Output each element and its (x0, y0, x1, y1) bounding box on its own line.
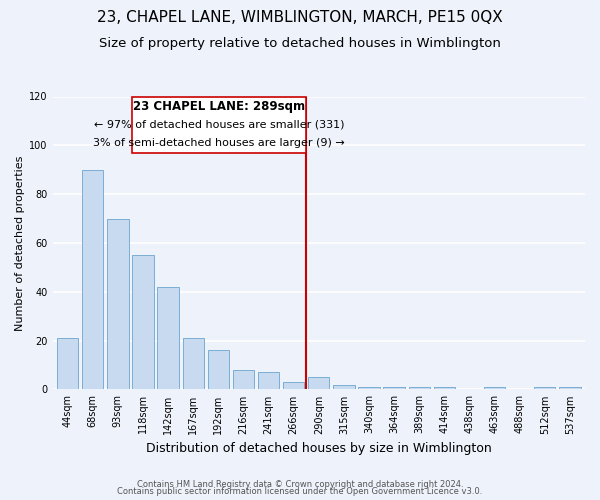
Text: 3% of semi-detached houses are larger (9) →: 3% of semi-detached houses are larger (9… (93, 138, 345, 147)
Bar (107, 218, 128, 390)
X-axis label: Distribution of detached houses by size in Wimblington: Distribution of detached houses by size … (146, 442, 491, 455)
Text: Contains HM Land Registry data © Crown copyright and database right 2024.: Contains HM Land Registry data © Crown c… (137, 480, 463, 489)
Bar (559, 387, 581, 390)
Bar (57, 338, 78, 390)
Text: 23 CHAPEL LANE: 289sqm: 23 CHAPEL LANE: 289sqm (133, 100, 305, 113)
Bar (409, 387, 430, 390)
Bar (308, 377, 329, 390)
FancyBboxPatch shape (131, 96, 306, 152)
Bar (283, 382, 304, 390)
Bar (434, 387, 455, 390)
Text: Contains public sector information licensed under the Open Government Licence v3: Contains public sector information licen… (118, 487, 482, 496)
Bar (358, 387, 380, 390)
Text: ← 97% of detached houses are smaller (331): ← 97% of detached houses are smaller (33… (94, 120, 344, 130)
Bar (157, 287, 179, 390)
Bar (132, 255, 154, 390)
Text: Size of property relative to detached houses in Wimblington: Size of property relative to detached ho… (99, 38, 501, 51)
Bar (484, 387, 505, 390)
Bar (182, 338, 204, 390)
Bar (258, 372, 279, 390)
Bar (534, 387, 556, 390)
Bar (208, 350, 229, 390)
Bar (233, 370, 254, 390)
Bar (333, 384, 355, 390)
Bar (82, 170, 103, 390)
Y-axis label: Number of detached properties: Number of detached properties (15, 156, 25, 330)
Bar (383, 387, 405, 390)
Text: 23, CHAPEL LANE, WIMBLINGTON, MARCH, PE15 0QX: 23, CHAPEL LANE, WIMBLINGTON, MARCH, PE1… (97, 10, 503, 25)
